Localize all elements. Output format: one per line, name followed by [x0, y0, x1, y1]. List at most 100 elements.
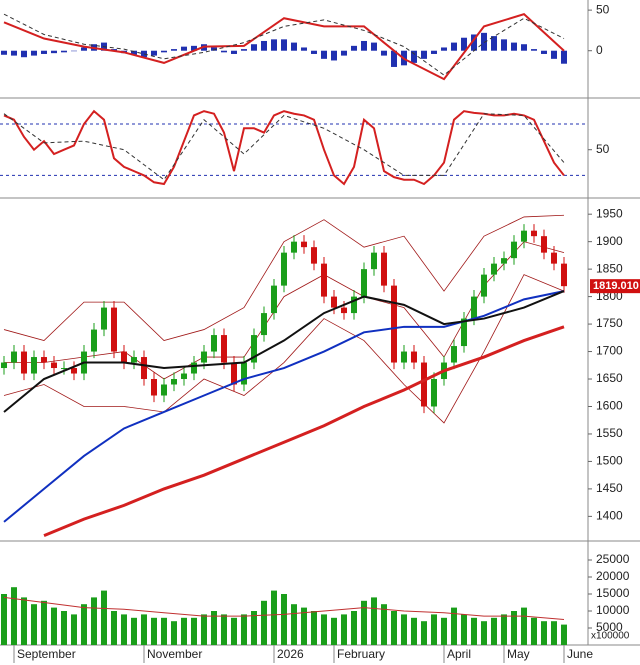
unit-label: x100000	[591, 631, 630, 642]
candle-body	[61, 368, 67, 370]
histogram-bar	[241, 49, 247, 51]
histogram-bar	[21, 50, 27, 58]
histogram-bar	[131, 50, 137, 55]
candle-body	[361, 269, 367, 297]
volume-bar	[1, 594, 7, 645]
histogram-bar	[341, 50, 347, 56]
volume-bar	[21, 597, 27, 645]
volume-bar	[41, 600, 47, 645]
candle-body	[251, 335, 257, 363]
x-tick-label: September	[17, 647, 76, 661]
histogram-bar	[531, 49, 537, 51]
y-tick-label: 5000	[596, 620, 623, 634]
candle-body	[131, 357, 137, 363]
y-tick-label: 1750	[596, 316, 623, 330]
y-tick-label: 1850	[596, 261, 623, 275]
candle-body	[1, 362, 7, 369]
candle-body	[271, 285, 277, 314]
volume-bar	[511, 611, 517, 645]
volume-bar	[351, 611, 357, 645]
indicator-line	[3, 13, 565, 81]
volume-bar	[521, 607, 527, 645]
indicator-line	[4, 241, 565, 380]
candle-body	[541, 236, 547, 253]
volume-bar	[311, 611, 317, 645]
volume-bar	[191, 617, 197, 645]
y-tick-label: 1400	[596, 509, 623, 523]
histogram-bar	[211, 47, 217, 51]
volume-bar	[261, 600, 267, 645]
histogram-bar	[391, 50, 397, 67]
y-tick-label: 0	[596, 43, 603, 57]
volume-bar	[11, 587, 17, 645]
candle-body	[21, 351, 27, 374]
histogram-bar	[291, 42, 297, 51]
candle-body	[231, 362, 237, 385]
histogram-bar	[411, 50, 417, 63]
histogram-bar	[481, 32, 487, 51]
candle-body	[401, 351, 407, 363]
indicator-line	[3, 274, 565, 424]
last-price-label: 1819.010	[593, 280, 639, 292]
candle-body	[301, 241, 307, 248]
histogram-bar	[421, 50, 427, 59]
candle-body	[491, 263, 497, 275]
histogram-bar	[541, 50, 547, 54]
indicator-line	[3, 214, 565, 342]
histogram-bar	[521, 44, 527, 51]
volume-bar	[91, 597, 97, 645]
histogram-bar	[1, 50, 7, 55]
volume-bar	[251, 611, 257, 645]
volume-bar	[61, 611, 67, 645]
x-tick-label: November	[147, 647, 202, 661]
x-tick-label: February	[337, 647, 385, 661]
histogram-bar	[111, 49, 117, 51]
volume-bar	[181, 617, 187, 645]
histogram-bar	[271, 39, 277, 51]
indicator-line	[43, 325, 565, 537]
y-tick-label: 1700	[596, 344, 623, 358]
histogram-bar	[361, 40, 367, 51]
volume-bar	[481, 621, 487, 645]
volume-bar	[241, 614, 247, 645]
x-tick-label: 2026	[277, 647, 304, 661]
histogram-bar	[311, 50, 317, 54]
volume-bar	[31, 604, 37, 645]
candle-body	[151, 379, 157, 396]
histogram-bar	[451, 42, 457, 51]
volume-bar	[271, 590, 277, 645]
y-tick-label: 1550	[596, 426, 623, 440]
candle-body	[71, 368, 77, 374]
histogram-bar	[261, 40, 267, 51]
volume-bar	[561, 624, 567, 645]
candle-body	[351, 296, 357, 314]
volume-bar	[461, 614, 467, 645]
histogram-bar	[501, 39, 507, 51]
volume-bar	[491, 617, 497, 645]
histogram-bar	[191, 45, 197, 51]
y-tick-label: 10000	[596, 603, 630, 617]
histogram-bar	[51, 50, 57, 54]
candle-body	[31, 357, 37, 374]
histogram-bar	[71, 50, 77, 52]
candle-body	[381, 252, 387, 286]
candle-body	[181, 373, 187, 380]
histogram-bar	[141, 50, 147, 58]
candle-body	[481, 274, 487, 297]
volume-bar	[121, 614, 127, 645]
histogram-bar	[281, 39, 287, 51]
histogram-bar	[11, 50, 17, 56]
candle-body	[171, 379, 177, 385]
volume-bar	[361, 600, 367, 645]
candle-body	[111, 307, 117, 352]
last-price-box	[590, 279, 640, 294]
x-tick-label: June	[567, 647, 593, 661]
histogram-bar	[61, 50, 67, 53]
candle-body	[291, 241, 297, 253]
x-tick-label: April	[447, 647, 471, 661]
histogram-bar	[381, 50, 387, 56]
volume-bar	[421, 621, 427, 645]
candle-body	[311, 247, 317, 264]
histogram-bar	[461, 37, 467, 51]
